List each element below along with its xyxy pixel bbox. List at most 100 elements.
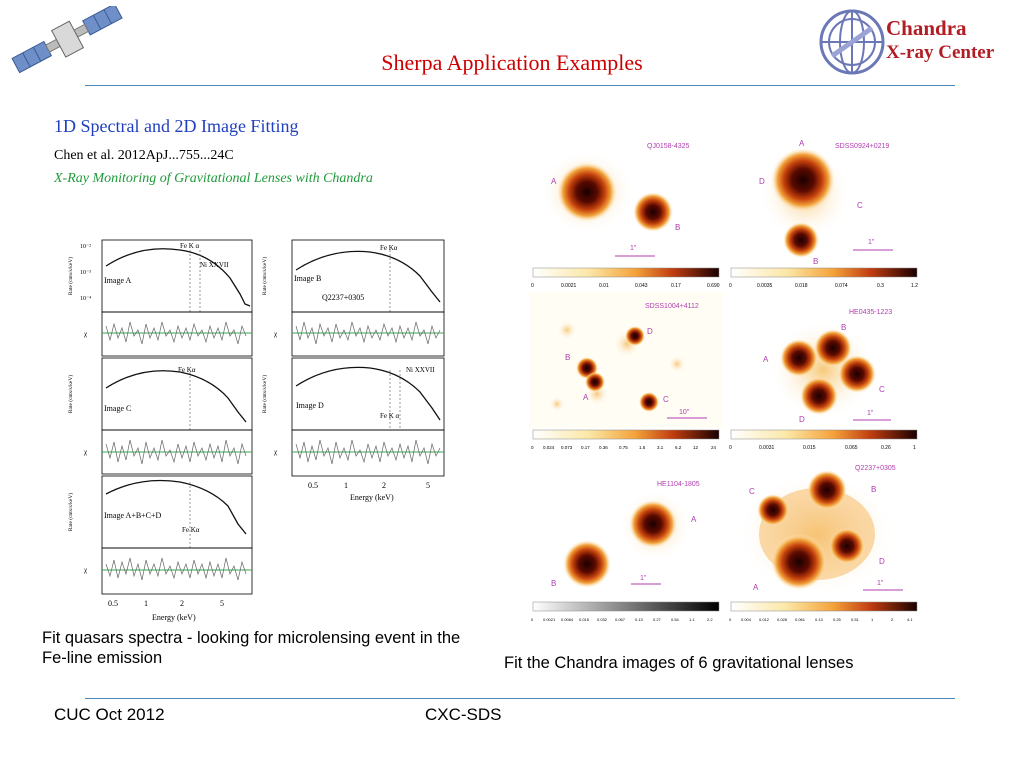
lens-1-cbar-1: 0.0021 [561,283,577,289]
lens-6-cbar-6: 0.25 [833,617,842,622]
lens-6-label-b: B [871,485,876,494]
lens-5-cbar-2: 0.0064 [561,617,574,622]
lens-1-scale: 1" [630,245,637,252]
footer-divider [85,698,955,699]
lens-4-scale: 1" [867,410,874,417]
residual-panel-b [291,311,445,357]
chi-label-c: χ [84,448,88,456]
sum-xlabel: Energy (keV) [152,613,196,622]
header-divider [85,85,955,86]
lens-3-cbar-10: 24 [711,445,717,450]
lens-5-label-a: A [691,515,697,524]
rate-ylabel-d: Rate (cnts/s/keV) [261,375,268,414]
logo-line-1: Chandra [886,16,967,40]
panel-b-annotation-1: Fe Kα [380,244,398,252]
panel-d-label: Image D [296,401,324,410]
lens-name-5: HE1104-1805 [657,481,700,488]
lens-6-cbar-10: 4.1 [907,617,913,622]
rate-ylabel-b: Rate (cnts/s/keV) [261,257,268,296]
panel-b-label: Image B [294,274,321,283]
lens-5-cbar-7: 0.27 [653,617,662,622]
panel-c-label: Image C [104,404,131,413]
lens-3-cbar-1: 0.024 [543,445,555,450]
sum-xtick-2: 1 [144,599,148,608]
lens-3-label-c: C [663,395,669,404]
lens-panel-q2237: Q2237+0305 B C D A 1" 0 0.004 0.012 0.02… [727,464,921,622]
lens-6-cbar-9: 2 [891,617,894,622]
satellite-image [8,3,128,74]
lens-5-cbar-4: 0.032 [597,617,608,622]
lens-1-label-a: A [551,177,557,186]
lens-4-label-c: C [879,385,885,394]
lens-2-cbar-1: 0.0035 [757,283,773,289]
lens-4-cbar-3: 0.065 [845,445,858,451]
lens-2-cbar-2: 0.018 [795,283,808,289]
lens-3-cbar-6: 1.5 [639,445,646,450]
lens-2-label-b: B [813,257,818,266]
lens-3-cbar-2: 0.073 [561,445,573,450]
lens-3-scale: 10" [679,409,690,416]
lens-3-cbar-4: 0.36 [599,445,608,450]
residual-panel-sum: 0.5 1 2 5 Energy (keV) [101,547,253,622]
lens-1-cbar-5: 0.690 [707,283,720,289]
lens-3-label-d: D [647,327,653,336]
lens-6-label-a: A [753,583,759,592]
lens-panel-he0435: HE0435-1223 B A C D 1" 0 0.0031 0.015 0.… [727,292,921,451]
lens-4-label-b: B [841,323,846,332]
lens-4-label-a: A [763,355,769,364]
lens-1-cbar-2: 0.01 [599,283,609,289]
residual-panel-a [101,311,253,357]
lens-2-cbar-0: 0 [729,283,732,289]
panel-sum-label: Image A+B+C+D [104,511,162,520]
lens-name-2: SDSS0924+0219 [835,143,889,150]
d-xtick-2: 1 [344,481,348,490]
lens-2-scale: 1" [868,239,875,246]
lens-4-cbar-4: 0.26 [881,445,891,451]
sum-xtick-4: 5 [220,599,224,608]
lens-2-cbar-4: 0.3 [877,283,884,289]
lens-5-label-b: B [551,579,556,588]
panel-c-annotation: Fe Kα [178,366,196,374]
sum-xtick-3: 2 [180,599,184,608]
citation: Chen et al. 2012ApJ...755...24C [54,148,234,163]
lens-4-cbar-1: 0.0031 [759,445,775,451]
lens-2-label-c: C [857,201,863,210]
chi-label-sum: χ [84,566,88,574]
panel-d-annotation-1: Ni XXVII [406,366,435,374]
lens-6-cbar-5: 0.13 [815,617,824,622]
lens-2-cbar-3: 0.074 [835,283,848,289]
ytick-a-2: 10⁻³ [80,270,91,276]
paper-title: X-Ray Monitoring of Gravitational Lenses… [54,171,373,186]
lens-5-scale: 1" [640,575,647,582]
lens-6-scale: 1" [877,580,884,587]
lens-6-cbar-4: 0.061 [795,617,806,622]
footer-left: CUC Oct 2012 [54,705,165,724]
lens-6-cbar-3: 0.028 [777,617,788,622]
lens-panel-qj0158: QJ0158-4325 A B 1" 0 0.0021 0.01 0.043 0… [529,136,723,289]
section-title: 1D Spectral and 2D Image Fitting [54,116,299,136]
lens-6-label-d: D [879,557,885,566]
panel-sum-annotation: Fe Kα [182,526,200,534]
lens-3-cbar-8: 6.2 [675,445,682,450]
lens-name-4: HE0435-1223 [849,309,892,316]
lens-6-cbar-8: 1 [871,617,874,622]
d-xtick-3: 2 [382,481,386,490]
lens-5-cbar-6: 0.13 [635,617,644,622]
rate-ylabel-sum: Rate (cnts/s/keV) [67,493,74,532]
lens-3-cbar-7: 3.1 [657,445,664,450]
panel-a-annotation-1: Fe K α [180,242,200,250]
lens-1-cbar-4: 0.17 [671,283,681,289]
lens-1-label-b: B [675,223,680,232]
lens-name-6: Q2237+0305 [855,465,896,472]
lens-3-label-a: A [583,393,589,402]
panel-d-annotation-2: Fe K α [380,412,400,420]
lens-2-cbar-5: 1.2 [911,283,918,289]
rate-ylabel-c: Rate (cnts/s/keV) [67,375,74,414]
lens-name-1: QJ0158-4325 [647,143,690,150]
spectra-figure: Image A Fe K α Ni XXVII Image C Fe Kα Im… [60,236,460,626]
lens-4-cbar-2: 0.015 [803,445,816,451]
lens-3-cbar-5: 0.75 [619,445,628,450]
rate-ylabel-a: Rate (cnts/s/keV) [67,257,74,296]
lens-panel-sdss0924: SDSS0924+0219 A D C B 1" 0 0.0035 0.018 … [727,136,921,289]
lens-4-label-d: D [799,415,805,424]
